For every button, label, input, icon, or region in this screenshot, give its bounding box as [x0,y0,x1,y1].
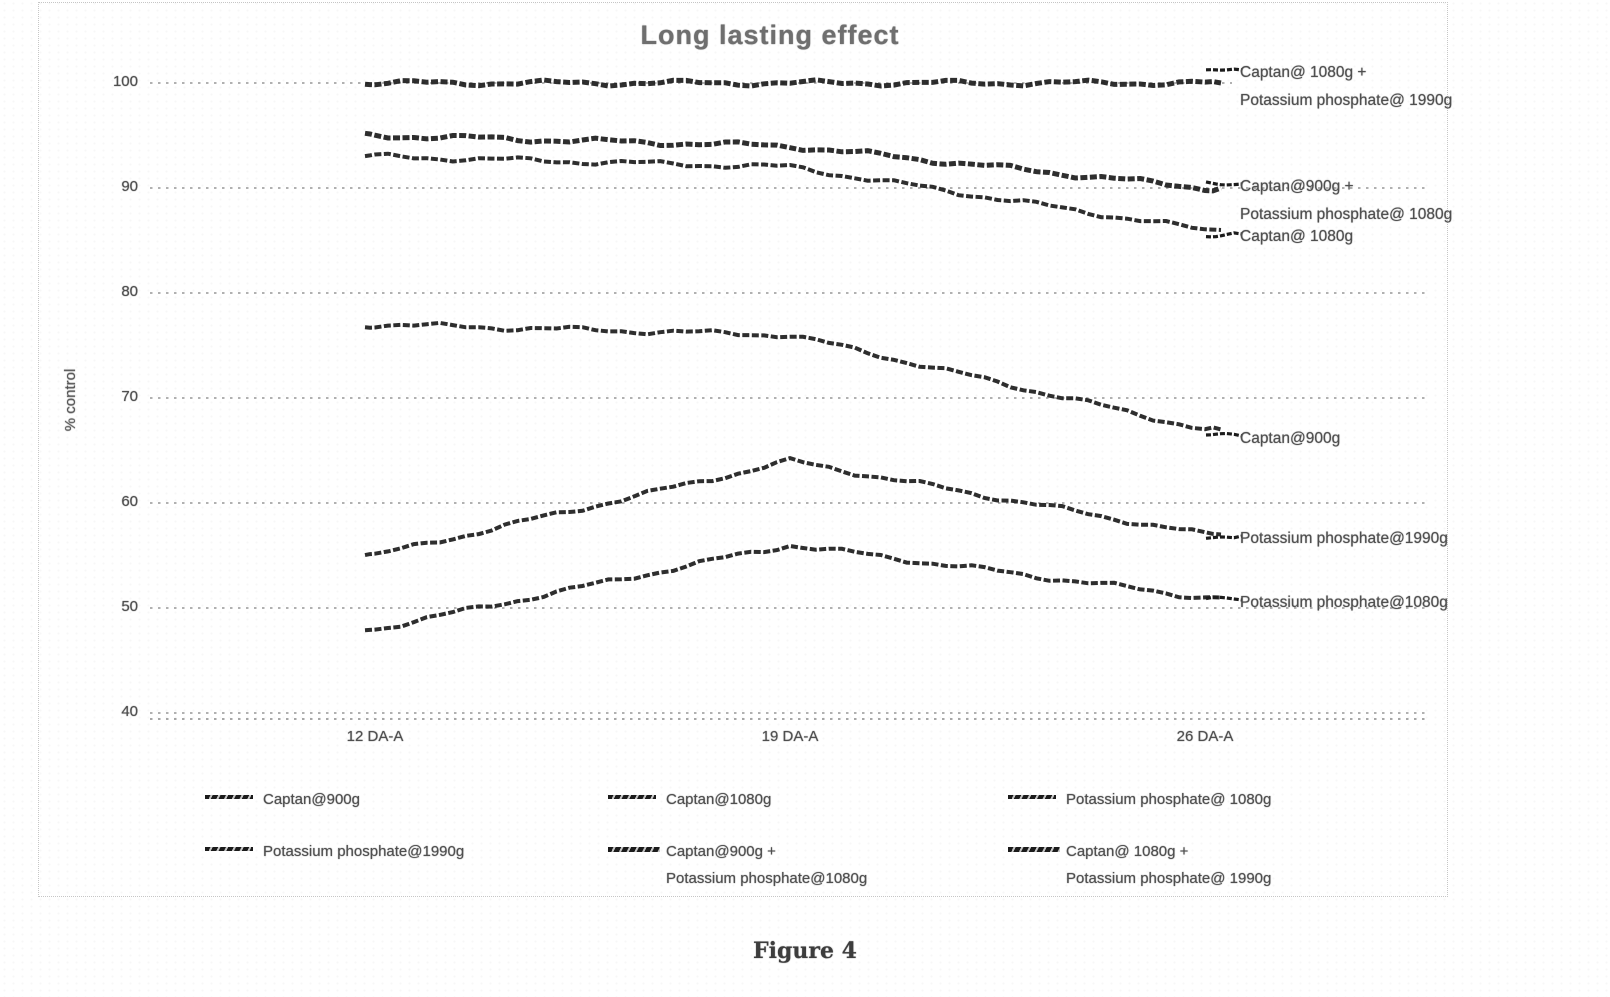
series-end-label: Captan@900g [1240,430,1341,447]
legend-item-label: Potassium phosphate@1990g [263,843,465,860]
y-tick-label: 100 [112,73,138,90]
y-axis-title: % control [62,368,79,432]
series-end-label: Potassium phosphate@ 1990g [1240,92,1453,109]
legend-line-sample [205,847,253,851]
chart-frame [38,2,1448,897]
series-end-label: Potassium phosphate@1080g [1240,594,1448,611]
y-tick-label: 40 [121,703,138,720]
series-end-label: Captan@900g + [1240,178,1354,195]
x-tick-label: 19 DA-A [761,728,819,745]
legend-line-sample [608,847,660,852]
figure-caption: Figure 4 [753,938,857,964]
y-tick-label: 50 [121,598,138,615]
series-end-label: Captan@ 1080g + [1240,64,1367,81]
legend-item-label: Captan@ 1080g + [1066,843,1189,860]
y-tick-label: 80 [121,283,138,300]
x-tick-label: 12 DA-A [346,728,404,745]
legend-line-sample [205,795,253,799]
chart-title: Long lasting effect [640,20,900,50]
legend-item-label: Potassium phosphate@1080g [666,870,868,887]
legend-line-sample [1008,795,1056,799]
series-end-label: Potassium phosphate@1990g [1240,530,1448,547]
x-tick-label: 26 DA-A [1176,728,1234,745]
legend-item-label: Potassium phosphate@ 1080g [1066,791,1272,808]
series-end-label: Captan@ 1080g [1240,228,1354,245]
series-end-label: Potassium phosphate@ 1080g [1240,206,1453,223]
legend-item-label: Captan@900g [263,791,360,808]
y-tick-label: 70 [121,388,138,405]
legend-line-sample [608,795,656,799]
legend-line-sample [1008,847,1060,852]
y-tick-label: 60 [121,493,138,510]
legend-item-label: Captan@1080g [666,791,772,808]
legend-item-label: Captan@900g + [666,843,776,860]
legend-item-label: Potassium phosphate@ 1990g [1066,870,1272,887]
y-tick-label: 90 [121,178,138,195]
